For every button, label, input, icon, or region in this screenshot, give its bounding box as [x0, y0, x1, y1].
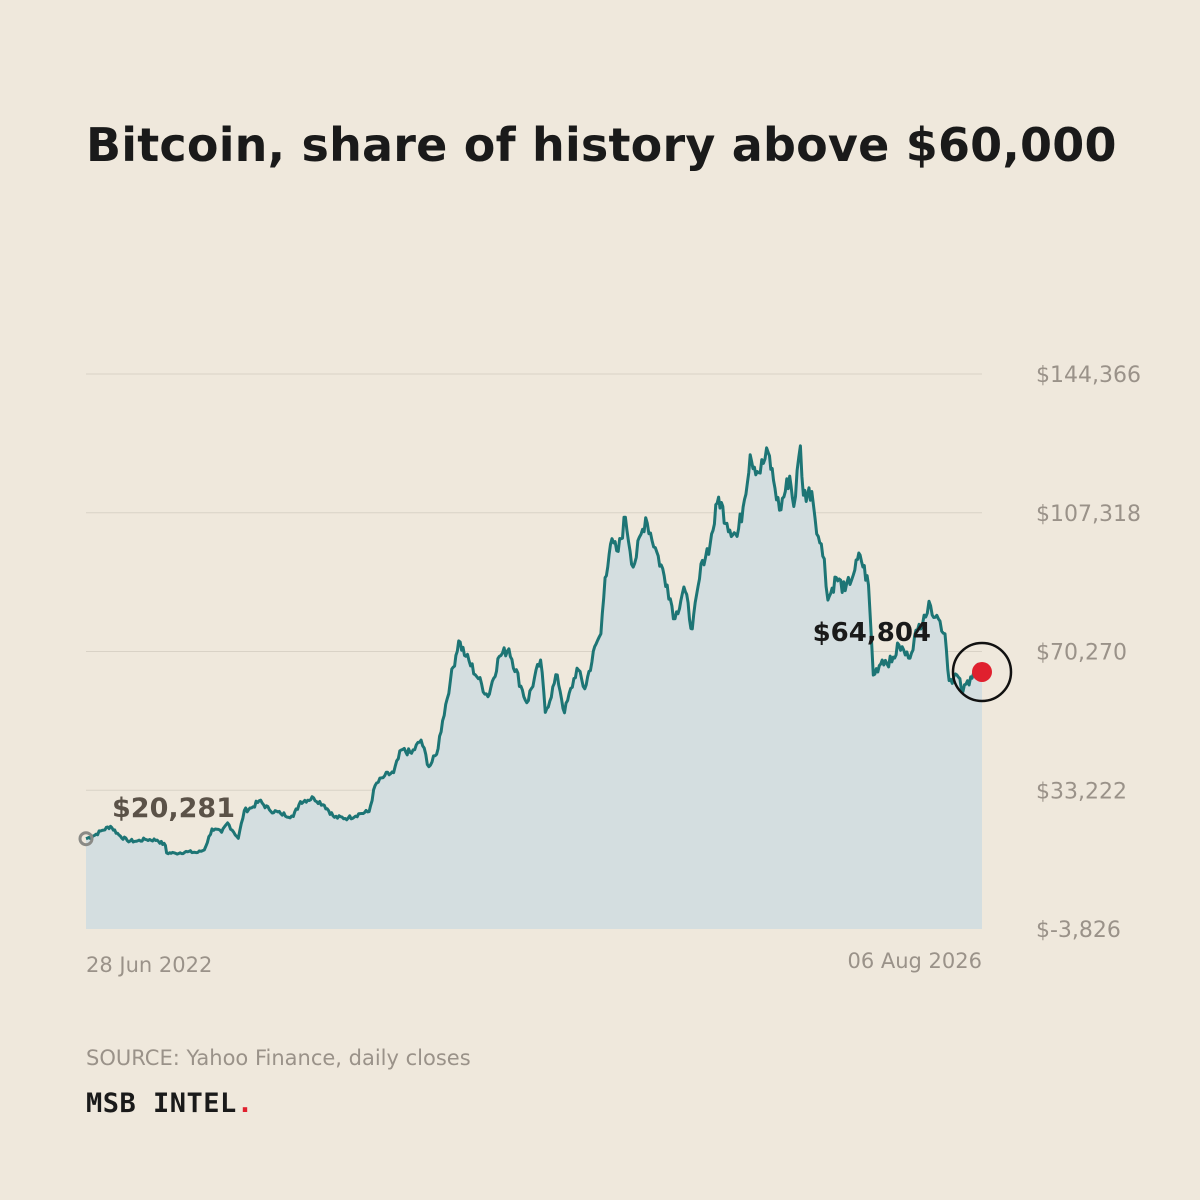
start-value-label: $20,281 [112, 793, 235, 824]
price-line [85, 444, 984, 856]
brand-dot: . [236, 1088, 254, 1119]
y-tick-label: $33,222 [1036, 779, 1127, 804]
y-axis-ticks: $144,366 $107,318 $70,270 $33,222 $-3,826 [1036, 363, 1141, 943]
brand-logo: MSB INTEL. [86, 1088, 254, 1119]
end-value-label: $64,804 [813, 618, 931, 648]
brand-name: MSB INTEL [86, 1088, 237, 1119]
y-tick-label: $107,318 [1036, 502, 1141, 527]
y-tick-label: $-3,826 [1036, 918, 1121, 943]
y-tick-label: $144,366 [1036, 363, 1141, 388]
source-note: SOURCE: Yahoo Finance, daily closes [86, 1046, 471, 1070]
x-end-label: 06 Aug 2026 [847, 949, 982, 973]
chart-title: Bitcoin, share of history above $60,000 [86, 118, 1117, 172]
end-highlight-ring [951, 641, 1013, 703]
x-axis-ticks: 28 Jun 2022 06 Aug 2026 [86, 949, 982, 977]
end-marker [972, 661, 992, 682]
value-labels: $20,281 $64,804 [112, 618, 931, 824]
x-start-label: 28 Jun 2022 [86, 953, 212, 977]
y-tick-label: $70,270 [1036, 641, 1127, 666]
markers [78, 641, 1013, 847]
start-marker [78, 831, 94, 847]
